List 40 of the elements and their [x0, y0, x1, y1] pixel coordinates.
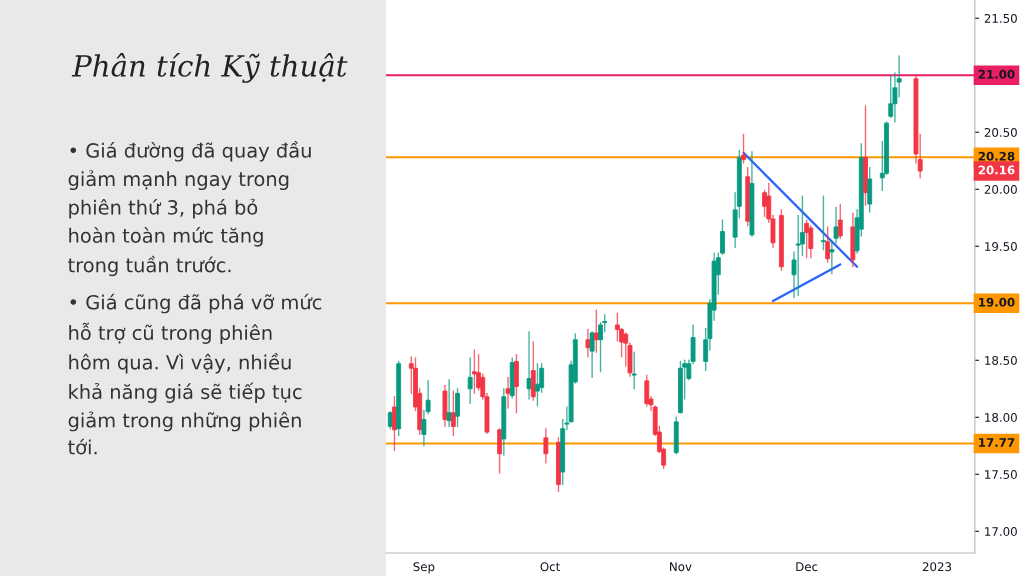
- candlestick: [888, 75, 894, 119]
- candlestick: [589, 331, 595, 379]
- y-tick-label: 20.50: [984, 127, 1017, 137]
- ref-line-label: 19.00: [979, 297, 1015, 307]
- candlestick: [804, 219, 810, 259]
- candlestick: [450, 390, 456, 437]
- ref-line-label: 21.00: [978, 69, 1015, 79]
- candlestick: [833, 206, 839, 244]
- x-tick-label: 2023: [922, 562, 952, 572]
- text: 20.16: [978, 165, 1015, 175]
- candlestick: [543, 427, 549, 464]
- x-tick-label: Dec: [796, 562, 818, 572]
- candlestick: [535, 363, 540, 407]
- y-tick-label: 17.00: [985, 527, 1017, 536]
- ref-line-label: 20.28: [978, 151, 1015, 161]
- text: • Giá cũng đã phá vỡ mức hỗ trợ cũ trong phiên hôm qua. Vì vậy, nhiều khả năng giá sẽ tiếp tục giảm trong những phiên tới.: [68, 293, 322, 455]
- y-tick-label: 18.50: [985, 356, 1017, 365]
- text: Phân tích Kỹ thuật: [71, 53, 348, 83]
- y-tick-label: 19.50: [985, 241, 1017, 251]
- candlestick: [837, 203, 843, 239]
- candlestick: [821, 195, 826, 251]
- candlestick: [505, 376, 511, 409]
- y-tick-label: 18.00: [985, 413, 1017, 422]
- candlestick: [825, 226, 831, 263]
- y-tick-label: 21.50: [984, 13, 1017, 23]
- candlestick: [455, 388, 460, 428]
- candlestick: [644, 374, 650, 407]
- x-tick-label: Oct: [540, 562, 560, 572]
- ref-line-label: 17.77: [979, 438, 1015, 447]
- x-tick-label: Sep: [413, 562, 435, 574]
- x-tick-label: Nov: [670, 562, 692, 572]
- y-tick-label: 17.50: [985, 470, 1017, 479]
- candlestick: [741, 133, 746, 164]
- candlestick: [471, 349, 477, 395]
- text: • Giá đường đã quay đầu giảm mạnh ngay trong phiên thứ 3, phá bỏ hoàn toàn mức tăng trong tuần trước.: [68, 141, 311, 277]
- candlestick: [829, 241, 835, 275]
- candlestick: [497, 427, 503, 474]
- candlestick: [631, 351, 637, 390]
- candlestick: [467, 357, 473, 405]
- y-tick-label: 20.00: [984, 184, 1017, 194]
